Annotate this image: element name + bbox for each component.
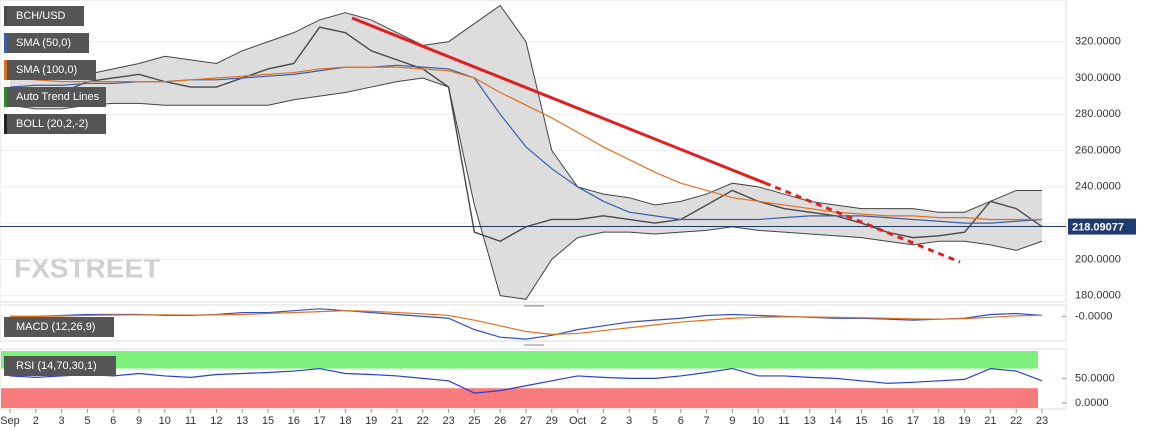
legend-label: BCH/USD bbox=[16, 10, 66, 22]
legend-swatch bbox=[4, 60, 7, 80]
x-tick-label: 6 bbox=[678, 415, 684, 427]
x-tick-label: 10 bbox=[159, 415, 171, 427]
x-tick-label: 11 bbox=[185, 415, 196, 427]
legend-box[interactable] bbox=[4, 87, 106, 107]
legend-label: RSI (14,70,30,1) bbox=[16, 360, 97, 372]
x-tick-label: 5 bbox=[652, 415, 658, 427]
x-tick-label: 13 bbox=[804, 415, 816, 427]
x-tick-label: 13 bbox=[236, 415, 248, 427]
bollinger-lower bbox=[9, 77, 1043, 300]
x-tick-label: 3 bbox=[59, 415, 65, 427]
y-tick-label: -0.0000 bbox=[1075, 310, 1112, 322]
x-tick-label: 17 bbox=[313, 415, 325, 427]
x-tick-label: 27 bbox=[520, 415, 532, 427]
x-tick-label: 11 bbox=[778, 415, 789, 427]
x-tick-label: 26 bbox=[494, 415, 506, 427]
x-tick-label: 17 bbox=[907, 415, 919, 427]
x-tick-label: 15 bbox=[855, 415, 867, 427]
y-tick-label: 300.0000 bbox=[1075, 72, 1121, 84]
y-tick-label: 240.0000 bbox=[1075, 181, 1121, 193]
legend-swatch bbox=[4, 6, 7, 26]
x-tick-label: 18 bbox=[933, 415, 945, 427]
x-tick-label: 2 bbox=[600, 415, 606, 427]
x-tick-label: Sep bbox=[0, 415, 20, 427]
x-tick-label: 19 bbox=[958, 415, 970, 427]
legend-box[interactable] bbox=[4, 6, 84, 26]
legend-label: Auto Trend Lines bbox=[16, 91, 100, 103]
legend-swatch bbox=[4, 114, 7, 134]
watermark: FXSTREET bbox=[14, 252, 160, 283]
x-tick-label: Oct bbox=[569, 415, 586, 427]
x-tick-label: 12 bbox=[210, 415, 222, 427]
y-tick-label: 320.0000 bbox=[1075, 36, 1121, 48]
legend-box[interactable] bbox=[4, 114, 106, 134]
x-tick-label: 10 bbox=[752, 415, 764, 427]
last-price-label: 218.09077 bbox=[1072, 221, 1124, 233]
x-tick-label: 22 bbox=[417, 415, 429, 427]
x-tick-label: 21 bbox=[391, 415, 403, 427]
oversold-zone bbox=[1, 388, 1038, 408]
legend: BCH/USD SMA (50,0) SMA (100,0) Auto Tren… bbox=[4, 6, 116, 376]
y-tick-label: 200.0000 bbox=[1075, 253, 1121, 265]
legend-label: MACD (12,26,9) bbox=[16, 321, 95, 333]
overbought-zone bbox=[1, 351, 1038, 369]
x-tick-label: 14 bbox=[829, 415, 841, 427]
x-tick-label: 6 bbox=[110, 415, 116, 427]
y-tick-label: 50.0000 bbox=[1075, 372, 1115, 384]
bollinger-upper bbox=[9, 4, 1042, 213]
x-tick-label: 23 bbox=[1036, 415, 1048, 427]
x-tick-label: 16 bbox=[881, 415, 893, 427]
y-tick-label: 260.0000 bbox=[1075, 144, 1121, 156]
legend-swatch bbox=[4, 87, 7, 107]
legend-label: BOLL (20,2,-2) bbox=[16, 118, 88, 130]
x-tick-label: 7 bbox=[704, 415, 710, 427]
x-tick-label: 15 bbox=[262, 415, 274, 427]
y-tick-label: 280.0000 bbox=[1075, 108, 1121, 120]
trend-line bbox=[351, 16, 766, 185]
x-tick-label: 9 bbox=[729, 415, 735, 427]
legend-box[interactable] bbox=[4, 33, 89, 53]
series-line bbox=[9, 66, 1042, 221]
legend-label: SMA (100,0) bbox=[16, 64, 77, 76]
x-tick-label: 16 bbox=[288, 415, 300, 427]
x-tick-label: 5 bbox=[84, 415, 90, 427]
legend-box[interactable] bbox=[4, 317, 114, 337]
legend-box[interactable] bbox=[4, 60, 96, 80]
y-tick-label: 180.0000 bbox=[1075, 290, 1121, 302]
macd-panel bbox=[0, 304, 1067, 342]
y-tick-label: 0.0000 bbox=[1075, 397, 1109, 409]
x-tick-label: 25 bbox=[468, 415, 480, 427]
x-tick-label: 2 bbox=[33, 415, 39, 427]
last-price-box bbox=[1068, 218, 1136, 235]
x-tick-label: 18 bbox=[339, 415, 351, 427]
trend-line bbox=[764, 181, 961, 264]
series-line bbox=[10, 310, 1043, 335]
x-tick-label: 22 bbox=[1010, 415, 1022, 427]
x-tick-label: 19 bbox=[365, 415, 377, 427]
legend-box[interactable] bbox=[4, 356, 116, 376]
x-tick-label: 23 bbox=[442, 415, 454, 427]
x-tick-label: 21 bbox=[984, 415, 996, 427]
legend-swatch bbox=[4, 33, 7, 53]
x-tick-label: 29 bbox=[546, 415, 558, 427]
legend-label: SMA (50,0) bbox=[16, 37, 71, 49]
bollinger-band bbox=[10, 5, 1042, 300]
x-tick-label: 9 bbox=[136, 415, 142, 427]
series-line bbox=[9, 367, 1043, 394]
x-tick-label: 3 bbox=[626, 415, 632, 427]
